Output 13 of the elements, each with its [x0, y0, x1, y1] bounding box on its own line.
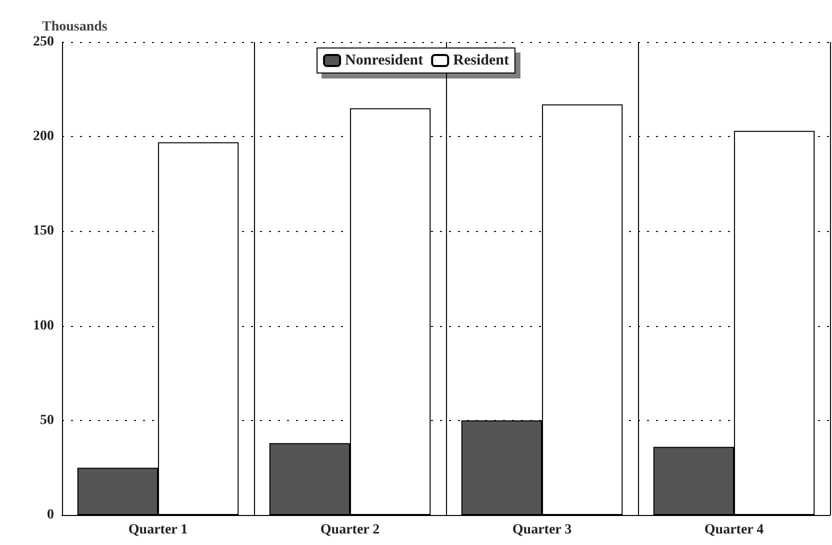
y-tick-label: 150 [33, 224, 54, 239]
y-tick-label: 100 [33, 318, 54, 334]
x-tick-label: Quarter 1 [128, 522, 188, 538]
legend-label: Resident [453, 52, 509, 68]
y-tick-label: 50 [40, 412, 54, 428]
x-tick-label: Quarter 2 [320, 522, 380, 538]
x-tick-label: Quarter 4 [704, 522, 764, 538]
y-axis-title: Thousands [42, 20, 108, 34]
legend-label: Nonresident [345, 52, 424, 68]
x-tick-label: Quarter 3 [512, 522, 572, 538]
y-tick-label: 0 [47, 508, 54, 522]
y-tick-label: 250 [33, 34, 54, 50]
y-tick-label: 200 [33, 129, 54, 144]
